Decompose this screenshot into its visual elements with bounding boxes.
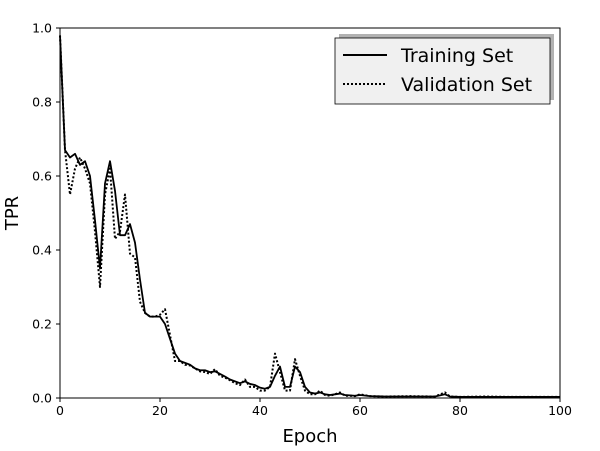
legend-box [334, 37, 551, 105]
x-tick-label: 100 [548, 403, 572, 418]
axes-frame [59, 27, 561, 399]
x-tick-label: 80 [452, 403, 468, 418]
series-layer [59, 35, 560, 398]
series-line-validation [59, 35, 560, 398]
y-axis-label: TPR [2, 196, 23, 231]
x-tick-label: 20 [152, 403, 168, 418]
y-tick-label: 0.2 [32, 317, 52, 332]
x-axis-label: Epoch [282, 426, 337, 447]
legend-label: Validation Set [401, 74, 532, 96]
y-tick-label: 0.0 [32, 391, 52, 406]
y-tick-label: 0.6 [32, 169, 52, 184]
x-tick-label: 60 [352, 403, 368, 418]
y-tick-label: 0.8 [32, 95, 52, 110]
legend: Training Set Validation Set [334, 34, 554, 105]
x-tick-label: 40 [252, 403, 268, 418]
x-tick-label: 0 [56, 403, 64, 418]
legend-label: Training Set [400, 45, 513, 67]
y-tick-label: 1.0 [32, 21, 52, 36]
y-axis: 0.0 0.2 0.4 0.6 0.8 1.0 [32, 21, 60, 406]
y-tick-label: 0.4 [32, 243, 52, 258]
x-axis: 0 20 40 60 80 100 [56, 398, 572, 418]
